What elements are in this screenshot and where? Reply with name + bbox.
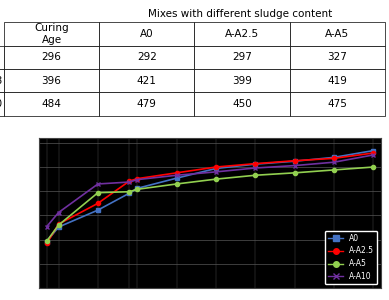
A-A5 [56,223,61,227]
A-A10 [127,180,132,184]
A-A2.5 [44,242,49,245]
A0 [292,159,297,163]
A-A5 [332,168,336,172]
Line: A-A10: A-A10 [45,153,375,229]
A0 [371,149,376,152]
Legend: A0, A-A2.5, A-A5, A-A10: A0, A-A2.5, A-A5, A-A10 [325,231,377,284]
A-A2.5 [127,179,132,183]
A-A5 [253,173,258,177]
A-A10 [44,225,49,228]
A-A5 [174,182,179,186]
A-A10 [371,153,376,157]
A-A5 [44,239,49,243]
A-A2.5 [214,165,218,169]
A-A2.5 [371,151,376,155]
A-A10 [174,173,179,177]
A-A2.5 [292,159,297,163]
A0 [56,225,61,229]
A-A5 [292,171,297,175]
A-A10 [214,170,218,174]
A0 [174,176,179,180]
A0 [332,156,336,159]
A-A10 [96,182,100,186]
A-A5 [96,191,100,194]
A-A10 [332,160,336,164]
A0 [214,167,218,170]
A0 [96,208,100,212]
A-A2.5 [332,157,336,160]
A-A2.5 [56,222,61,226]
Line: A-A5: A-A5 [45,165,375,243]
A-A2.5 [174,171,179,175]
A-A10 [135,178,140,181]
Line: A-A2.5: A-A2.5 [45,151,375,246]
A-A10 [253,166,258,170]
A-A10 [56,211,61,214]
A-A2.5 [253,162,258,165]
A-A5 [135,188,140,191]
A-A5 [214,177,218,181]
Line: A0: A0 [45,148,375,244]
A-A5 [127,190,132,194]
A0 [253,162,258,166]
A0 [44,240,49,243]
A0 [135,187,140,190]
A-A5 [371,165,376,169]
A0 [127,191,132,195]
A-A2.5 [96,202,100,205]
A-A2.5 [135,177,140,180]
Text: Mixes with different sludge content: Mixes with different sludge content [148,9,332,19]
A-A10 [292,164,297,167]
